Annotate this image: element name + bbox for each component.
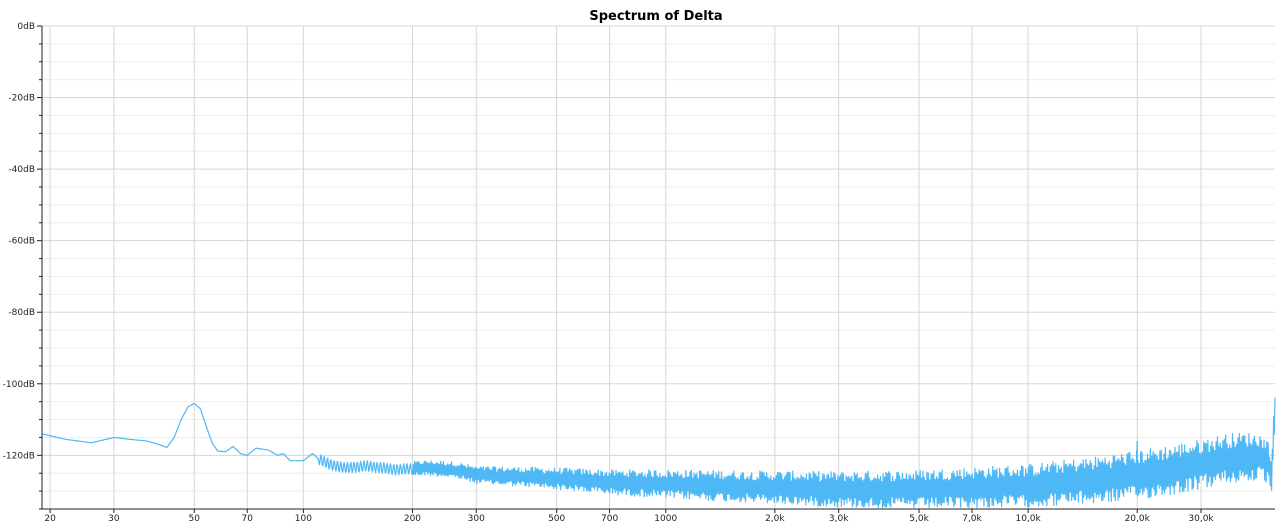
- axes: [37, 25, 1275, 513]
- x-tick-label: 10,0k: [1015, 514, 1041, 524]
- x-tick-label: 500: [548, 514, 565, 524]
- x-tick-labels: 20 30 50 70 100 200 300 500 700 1000 2,0k 3,0k 5,0k 7…: [44, 514, 1214, 524]
- major-gridlines: [42, 25, 1275, 509]
- x-tick-label: 200: [404, 514, 421, 524]
- x-tick-label: 700: [601, 514, 618, 524]
- y-tick-label: -60dB: [8, 237, 35, 247]
- x-tick-label: 7,0k: [962, 514, 982, 524]
- x-tick-label: 5,0k: [909, 514, 929, 524]
- x-tick-label: 100: [295, 514, 312, 524]
- x-tick-label: 1000: [654, 514, 677, 524]
- x-tick-label: 20,0k: [1125, 514, 1151, 524]
- y-tick-label: -120dB: [3, 451, 35, 461]
- series-line-0: [41, 397, 1276, 509]
- chart-title: Spectrum of Delta: [589, 9, 722, 24]
- y-tick-label: 0dB: [17, 22, 35, 32]
- x-tick-label: 70: [242, 514, 254, 524]
- y-tick-label: -40dB: [8, 165, 35, 175]
- x-tick-label: 30,0k: [1188, 514, 1214, 524]
- x-tick-label: 3,0k: [829, 514, 849, 524]
- x-tick-label: 2,0k: [765, 514, 785, 524]
- y-tick-label: -80dB: [8, 308, 35, 318]
- x-tick-label: 300: [468, 514, 485, 524]
- x-tick-label: 20: [44, 514, 56, 524]
- series-layer: [41, 397, 1276, 509]
- y-tick-labels: 0dB -20dB -40dB -60dB -80dB -100dB -120dB: [3, 22, 35, 461]
- y-tick-label: -100dB: [3, 380, 35, 390]
- x-tick-label: 30: [108, 514, 120, 524]
- y-tick-label: -20dB: [8, 94, 35, 104]
- x-tick-label: 50: [189, 514, 201, 524]
- minor-gridlines: [42, 43, 1275, 510]
